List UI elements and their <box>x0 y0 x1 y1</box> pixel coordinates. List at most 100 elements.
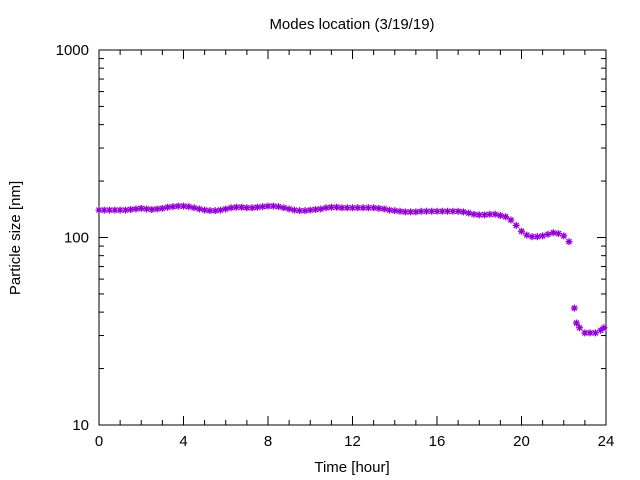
data-point <box>518 227 525 235</box>
data-point <box>364 204 372 212</box>
x-tick-label: 12 <box>344 433 361 450</box>
data-point <box>354 204 362 212</box>
data-point <box>312 206 320 214</box>
data-point <box>396 207 404 215</box>
data-point <box>533 233 541 241</box>
data-point <box>600 324 608 332</box>
data-point <box>164 203 172 211</box>
data-point <box>158 204 166 212</box>
data-point <box>523 231 531 239</box>
data-point <box>216 206 224 214</box>
data-point <box>470 210 478 218</box>
data-point <box>544 230 552 238</box>
y-tick-label: 10 <box>72 417 89 434</box>
data-point <box>581 329 589 337</box>
x-axis-label: Time [hour] <box>314 459 389 476</box>
data-point <box>327 203 335 211</box>
data-point <box>174 202 182 210</box>
data-point <box>560 232 568 240</box>
axis-ticks <box>98 49 607 426</box>
y-tick-label: 1000 <box>56 42 89 59</box>
data-point <box>438 207 446 215</box>
data-point <box>95 206 103 214</box>
data-point <box>185 203 193 211</box>
data-point <box>512 221 520 229</box>
data-point <box>143 205 151 213</box>
data-point <box>285 205 293 213</box>
data-point <box>116 206 124 214</box>
data-point <box>201 206 209 214</box>
data-point <box>549 229 557 237</box>
data-point <box>243 204 251 212</box>
data-point <box>572 319 580 327</box>
data-point <box>290 206 298 214</box>
data-point <box>591 329 599 337</box>
x-tick-label: 24 <box>598 433 615 450</box>
data-point <box>227 204 235 212</box>
data-point <box>259 203 267 211</box>
data-point <box>481 211 489 219</box>
chart-title: Modes location (3/19/19) <box>269 16 434 33</box>
data-point <box>269 202 277 210</box>
data-point <box>106 206 114 214</box>
data-point <box>338 204 346 212</box>
data-point <box>412 208 420 216</box>
data-point <box>301 207 309 215</box>
data-point <box>127 206 135 214</box>
data-point <box>248 204 256 212</box>
x-tick-labels: 0 4 8 12 16 20 24 <box>95 433 615 450</box>
data-point <box>317 205 325 213</box>
data-point <box>401 208 409 216</box>
data-point <box>459 208 467 216</box>
data-point <box>238 203 246 211</box>
data-point <box>380 205 388 213</box>
data-point <box>359 204 367 212</box>
y-tick-labels: 10 100 1000 <box>56 42 89 434</box>
data-point <box>475 211 483 219</box>
data-point <box>491 210 499 218</box>
data-point <box>554 230 562 238</box>
data-point <box>275 203 283 211</box>
data-point <box>322 204 330 212</box>
data-point <box>449 207 457 215</box>
data-point <box>370 204 378 212</box>
data-point <box>576 324 584 332</box>
data-point <box>570 304 578 312</box>
x-tick-label: 8 <box>264 433 272 450</box>
data-point <box>264 202 272 210</box>
data-point <box>169 203 177 211</box>
data-point <box>206 207 214 215</box>
data-point <box>539 232 547 240</box>
data-point <box>222 205 230 213</box>
data-point <box>385 206 393 214</box>
data-point <box>375 204 383 212</box>
x-tick-label: 0 <box>95 433 103 450</box>
data-point <box>496 212 504 220</box>
data-point <box>195 205 203 213</box>
plot-border <box>98 49 607 426</box>
data-point <box>211 207 219 215</box>
data-point <box>148 206 156 214</box>
data-point <box>407 208 415 216</box>
data-point <box>444 207 452 215</box>
data-point <box>433 207 441 215</box>
data-point <box>306 206 314 214</box>
data-point <box>507 216 515 224</box>
data-point <box>190 204 198 212</box>
data-point <box>253 203 261 211</box>
data-point <box>502 213 510 221</box>
data-point <box>232 203 240 211</box>
data-point <box>343 204 351 212</box>
y-axis-label: Particle size [nm] <box>7 181 24 295</box>
data-point <box>597 326 605 334</box>
x-tick-label: 20 <box>513 433 530 450</box>
data-point <box>296 207 304 215</box>
data-point <box>111 206 119 214</box>
data-point <box>153 205 161 213</box>
data-point <box>586 329 594 337</box>
data-point <box>528 233 536 241</box>
data-point <box>486 210 494 218</box>
data-point <box>391 207 399 215</box>
data-point <box>422 207 430 215</box>
